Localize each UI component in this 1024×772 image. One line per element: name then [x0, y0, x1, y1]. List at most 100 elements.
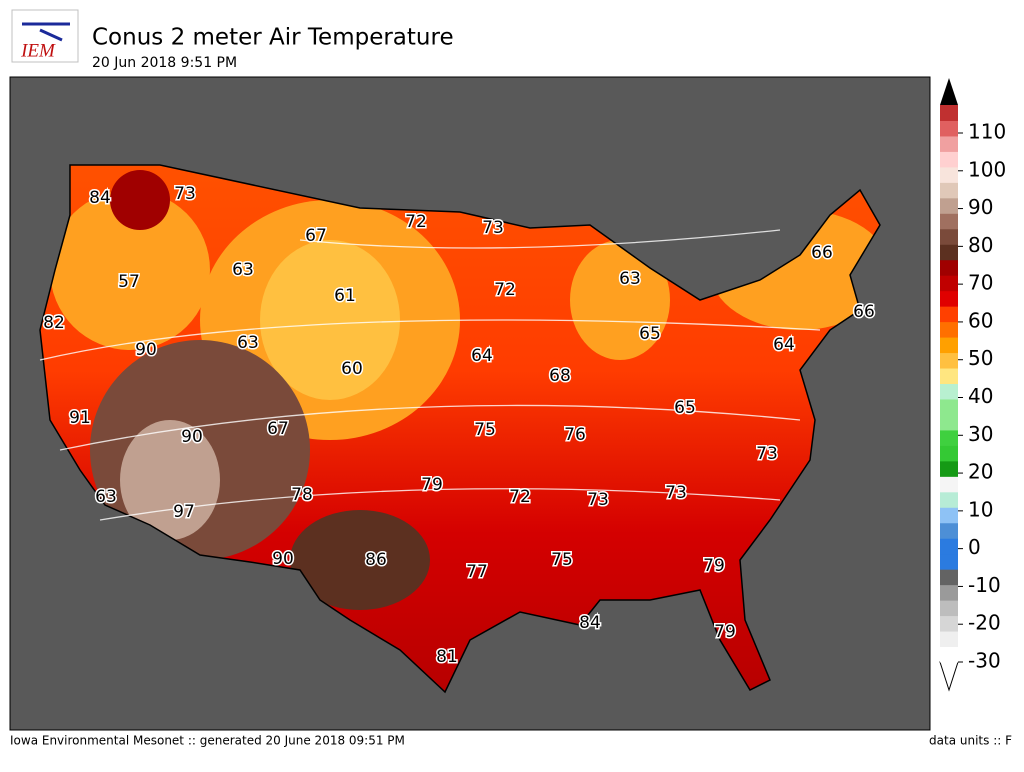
temperature-label: 72 — [509, 487, 531, 507]
subtitle: 20 Jun 2018 9:51 PM — [92, 55, 237, 71]
temperature-label: 77 — [466, 562, 488, 582]
cool-region — [570, 240, 670, 360]
colorbar-band — [940, 213, 958, 230]
colorbar-tick-label: 60 — [968, 308, 993, 332]
temperature-label: 91 — [69, 408, 91, 428]
temperature-label: 66 — [853, 302, 875, 322]
colorbar-band — [940, 368, 958, 384]
temperature-label: 66 — [811, 243, 833, 263]
station-labels: 84 73 72 73 67 63 57 61 72 63 66 66 82 90 63 60 64 65 64 68… — [42, 183, 877, 669]
colorbar-band — [940, 151, 958, 168]
colorbar-band — [940, 306, 958, 323]
temperature-label: 67 — [305, 226, 327, 246]
warm-spot — [110, 170, 170, 230]
colorbar-tick-label: 30 — [968, 422, 993, 446]
temperature-label: 64 — [471, 346, 493, 366]
colorbar-tick-label: 10 — [968, 497, 993, 521]
colorbar-band — [940, 553, 958, 570]
colorbar-max-arrow — [940, 78, 958, 105]
temperature-label: 63 — [237, 333, 259, 353]
temperature-label: 97 — [173, 502, 195, 522]
temperature-label: 63 — [619, 269, 641, 289]
colorbar-band — [940, 383, 958, 400]
colorbar-tick-label: 100 — [968, 157, 1006, 181]
isotherm — [39, 229, 821, 521]
colorbar-band — [940, 182, 958, 199]
colorbar-tick-label: -30 — [968, 649, 1001, 673]
colorbar-tick-label: 0 — [968, 535, 981, 559]
colorbar-tick-label: 70 — [968, 271, 993, 295]
temperature-label: 76 — [564, 425, 586, 445]
colorbar-band — [940, 259, 958, 276]
temperature-label: 73 — [482, 218, 504, 238]
temperature-label: 61 — [334, 286, 356, 306]
colorbar-tick-label: 80 — [968, 233, 993, 257]
temperature-label: 90 — [272, 549, 294, 569]
colorbar-band — [940, 135, 958, 152]
colorbar-band — [940, 414, 958, 431]
colorbar-band — [940, 569, 958, 586]
colorbar-band — [940, 429, 958, 446]
footer-left: Iowa Environmental Mesonet :: generated … — [10, 734, 405, 748]
colorbar-band — [940, 522, 958, 539]
colorbar-band — [940, 337, 958, 354]
colorbar-band — [940, 615, 958, 632]
temperature-label: 63 — [95, 487, 117, 507]
colorbar-band — [940, 105, 958, 121]
temperature-label: 73 — [587, 490, 609, 510]
colorbar-band — [940, 460, 958, 477]
cool-region — [50, 190, 210, 350]
temperature-label: 79 — [703, 556, 725, 576]
logo-text: IEM — [20, 40, 56, 61]
logo-mark — [22, 22, 70, 42]
colorbar-tick-label: -10 — [968, 573, 1001, 597]
colorbar-band — [940, 197, 958, 214]
colorbar: -30 -20 -10 0 10 20 30 40 50 60 70 80 90 100 110 — [939, 78, 1006, 692]
colorbar-band — [940, 244, 958, 261]
temperature-label: 75 — [474, 420, 496, 440]
logo: IEM — [11, 9, 79, 63]
temperature-label: 90 — [135, 340, 157, 360]
colorbar-band — [940, 631, 958, 648]
logo-frame — [11, 9, 79, 63]
temperature-label: 65 — [639, 324, 661, 344]
cool-core — [260, 240, 400, 400]
hot-core — [120, 420, 220, 540]
temperature-label: 84 — [579, 613, 601, 633]
title: Conus 2 meter Air Temperature — [92, 25, 454, 51]
temperature-label: 65 — [674, 398, 696, 418]
footer-right: data units :: F — [929, 734, 1012, 748]
colorbar-band — [940, 120, 958, 137]
colorbar-band — [940, 321, 958, 338]
temperature-label: 79 — [714, 622, 736, 642]
colorbar-band — [940, 646, 958, 663]
colorbar-band — [940, 228, 958, 245]
temperature-label: 81 — [436, 647, 458, 667]
temperature-label: 84 — [89, 188, 111, 208]
colorbar-tick-label: 40 — [968, 384, 993, 408]
colorbar-tick-label: 110 — [968, 120, 1006, 144]
colorbar-band — [940, 398, 958, 415]
temperature-label: 73 — [665, 483, 687, 503]
colorbar-band — [940, 507, 958, 524]
temperature-label: 72 — [405, 212, 427, 232]
colorbar-band — [940, 584, 958, 601]
temperature-label: 90 — [181, 427, 203, 447]
colorbar-tick-label: -20 — [968, 611, 1001, 635]
temperature-label: 79 — [421, 475, 443, 495]
temperature-label: 67 — [267, 419, 289, 439]
temperature-label: 64 — [773, 335, 795, 355]
colorbar-band — [940, 290, 958, 307]
temperature-label: 60 — [341, 359, 363, 379]
temperature-label: 73 — [756, 444, 778, 464]
colorbar-band — [940, 600, 958, 617]
temperature-label: 78 — [291, 485, 313, 505]
colorbar-tick-label: 50 — [968, 346, 993, 370]
hot-region — [290, 510, 430, 610]
temperature-label: 57 — [118, 272, 140, 292]
temperature-label: 73 — [174, 184, 196, 204]
temperature-label: 72 — [494, 280, 516, 300]
colorbar-band — [940, 491, 958, 508]
colorbar-band — [940, 445, 958, 462]
temperature-label: 75 — [551, 550, 573, 570]
